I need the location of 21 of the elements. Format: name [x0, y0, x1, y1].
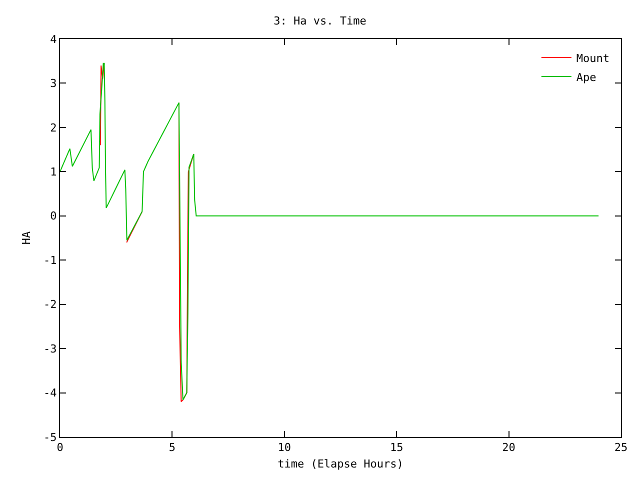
x-tick-label: 10 [278, 441, 292, 454]
x-axis-title: time (Elapse Hours) [278, 457, 404, 470]
legend-label: Ape [576, 70, 596, 84]
x-tick-label: 25 [614, 441, 628, 454]
line-series [60, 62, 600, 400]
y-tick-label: -1 [44, 254, 57, 267]
y-tick-label: 0 [50, 210, 57, 223]
legend-label: Mount [576, 52, 610, 65]
y-tick-label: 3 [50, 77, 57, 90]
y-tick-label: -2 [44, 298, 57, 312]
y-tick-label: 1 [50, 166, 57, 179]
y-tick-label: -4 [44, 386, 58, 400]
y-tick-label: 2 [50, 121, 57, 134]
chart-title: 3: Ha vs. Time [274, 14, 366, 28]
x-tick-label: 20 [502, 441, 516, 454]
x-tick-label: 5 [168, 441, 176, 454]
y-axis-title: HA [20, 231, 34, 245]
y-tick-label: 4 [50, 32, 58, 46]
y-tick-label: -3 [44, 342, 57, 356]
x-tick-label: 15 [390, 441, 404, 454]
y-tick-label: -5 [44, 430, 57, 444]
